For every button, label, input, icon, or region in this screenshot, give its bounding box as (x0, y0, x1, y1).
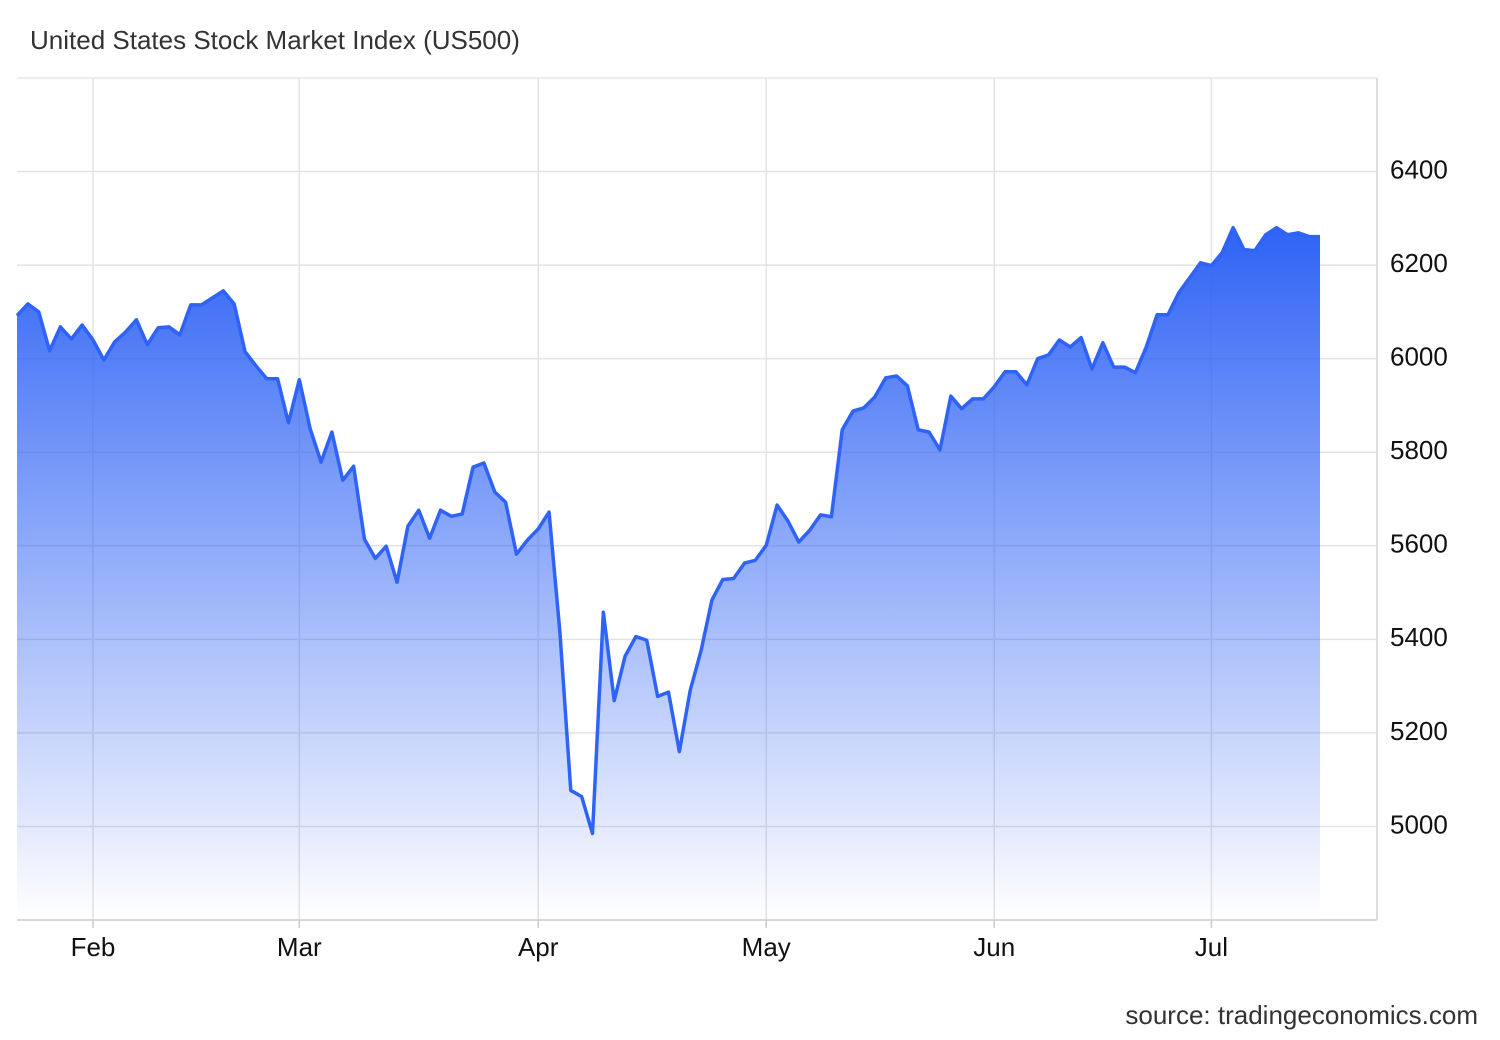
area-fill (17, 227, 1320, 920)
y-tick-label: 5600 (1390, 529, 1448, 559)
y-tick-label: 5200 (1390, 716, 1448, 746)
line (15, 225, 1320, 836)
x-tick-label: Jun (973, 932, 1015, 962)
y-tick-label: 5800 (1390, 435, 1448, 465)
y-tick-label: 5000 (1390, 809, 1448, 839)
x-tick-label: Mar (277, 932, 322, 962)
x-tick-label: Apr (518, 932, 559, 962)
source-note: source: tradingeconomics.com (1125, 1000, 1478, 1030)
x-tick-label: Jul (1195, 932, 1228, 962)
y-tick-label: 5400 (1390, 622, 1448, 652)
y-tick-label: 6000 (1390, 342, 1448, 372)
labels: 5000 5200 5400 5600 5800 6000 6200 6400 Feb Mar Ap… (71, 154, 1448, 961)
x-tick-label: Feb (71, 932, 116, 962)
y-tick-label: 6400 (1390, 154, 1448, 184)
marks (15, 225, 1320, 920)
y-tick-label: 6200 (1390, 248, 1448, 278)
x-tick-label: May (742, 932, 791, 962)
chart-title: United States Stock Market Index (US500) (30, 25, 520, 55)
